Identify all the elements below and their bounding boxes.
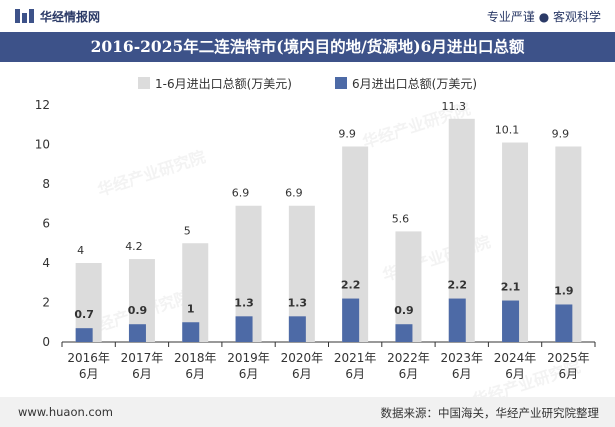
bar-series2 [75,328,93,342]
top-bar: 华经情报网 专业严谨 ● 客观科学 [0,0,615,32]
data-label-series2: 0.9 [128,304,148,317]
data-source: 数据来源：中国海关，华经产业研究院整理 [380,406,600,420]
x-tick-label: 2019年 [227,351,270,365]
y-tick-label: 8 [42,177,50,191]
bar-chart: 1-6月进出口总额(万美元) 6月进出口总额(万美元) 0 2 4 6 8 10 12 4 0.7 2… [35,77,596,381]
x-tick-label: 6月 [239,367,259,381]
x-tick-label: 2020年 [281,351,324,365]
x-tick-label: 2018年 [174,351,217,365]
x-tick-label: 2023年 [440,351,483,365]
x-tick-label: 6月 [452,367,472,381]
data-label-series1: 9.9 [338,127,356,140]
x-tick-label: 6月 [79,367,99,381]
x-tick-label: 6月 [292,367,312,381]
data-label-series1: 11.3 [442,100,467,113]
data-label-series2: 0.7 [74,308,94,321]
data-label-series2: 2.2 [341,279,361,292]
legend-swatch-1 [138,77,150,89]
bar-series2 [395,324,413,342]
x-tick-label: 6月 [559,367,579,381]
data-label-series1: 9.9 [552,127,570,140]
chart-title: 2016-2025年二连浩特市(境内目的地/货源地)6月进出口总额 [0,32,615,62]
logo-icon [15,9,34,23]
data-label-series1: 6.9 [232,187,250,200]
y-tick-label: 6 [42,217,50,231]
x-tick-label: 2021年 [334,351,377,365]
data-label-series2: 1.3 [234,296,254,309]
data-label-series1: 10.1 [495,124,520,137]
data-label-series2: 0.9 [394,304,414,317]
bar-series2 [342,298,360,342]
bar-series2 [128,324,146,342]
bar-series2 [448,298,466,342]
bar-series1 [395,231,422,342]
y-tick-label: 0 [42,335,50,349]
y-tick-label: 10 [35,138,50,152]
x-tick-label: 2017年 [121,351,164,365]
data-label-series1: 4 [77,244,84,257]
bar-series2 [235,316,253,342]
data-label-series2: 2.1 [501,281,521,294]
bar-series2 [555,304,573,342]
y-tick-label: 12 [35,98,50,112]
y-tick-label: 4 [42,256,50,270]
slogan: 专业严谨 ● 客观科学 [486,10,601,24]
brand-name: 华经情报网 [40,10,101,24]
x-tick-label: 2025年 [547,351,590,365]
x-tick-label: 6月 [345,367,365,381]
footer: www.huaon.com 数据来源：中国海关，华经产业研究院整理 [0,397,615,427]
data-label-series2: 1 [187,302,195,315]
data-label-series2: 1.9 [554,284,574,297]
legend-swatch-2 [335,77,347,89]
data-label-series2: 1.3 [288,296,308,309]
x-tick-label: 6月 [505,367,525,381]
x-tick-label: 6月 [399,367,419,381]
data-label-series1: 5.6 [392,212,410,225]
bar-series2 [182,322,200,342]
data-label-series1: 5 [184,224,191,237]
bar-series2 [502,300,520,342]
x-tick-label: 2016年 [67,351,110,365]
x-tick-label: 2022年 [387,351,430,365]
data-label-series2: 2.2 [448,279,468,292]
x-tick-label: 2024年 [494,351,537,365]
data-label-series1: 4.2 [125,240,143,253]
x-tick-label: 6月 [185,367,205,381]
legend-label-2: 6月进出口总额(万美元) [352,77,477,91]
y-tick-label: 2 [42,296,50,310]
x-tick-label: 6月 [132,367,152,381]
data-label-series1: 6.9 [285,187,303,200]
legend-label-1: 1-6月进出口总额(万美元) [155,77,292,91]
bar-series2 [288,316,306,342]
website-link[interactable]: www.huaon.com [18,405,113,419]
